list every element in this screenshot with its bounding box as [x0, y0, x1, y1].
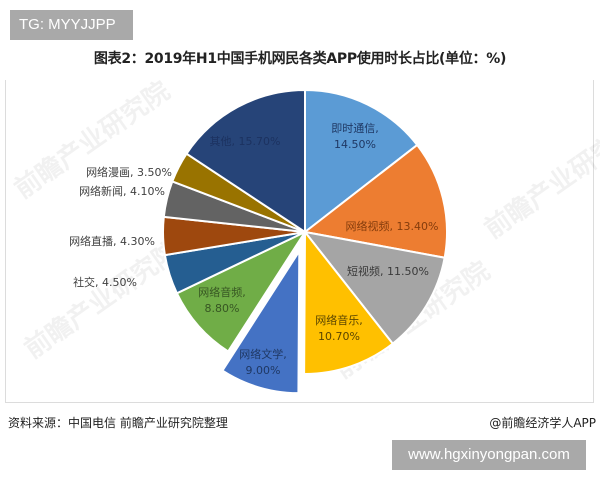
slice-label: 网络新闻, 4.10%	[79, 184, 165, 198]
slice-label: 网络音乐, 10.70%	[315, 313, 363, 343]
pie-slice	[221, 247, 301, 395]
slice-label: 短视频, 11.50%	[347, 264, 429, 278]
tg-watermark-badge: TG: MYYJJPP	[10, 10, 133, 40]
slice-label: 网络文学, 9.00%	[239, 347, 287, 377]
slice-label: 网络直播, 4.30%	[69, 234, 155, 248]
chart-frame	[5, 80, 594, 403]
slice-label: 其他, 15.70%	[210, 135, 281, 148]
credit-note: @前瞻经济学人APP	[489, 416, 596, 430]
slice-label: 网络视频, 13.40%	[346, 219, 439, 233]
slice-label: 网络音频, 8.80%	[198, 285, 246, 315]
slice-label: 即时通信, 14.50%	[331, 122, 379, 151]
url-watermark-badge: www.hgxinyongpan.com	[392, 440, 586, 470]
pie-slice	[304, 88, 419, 235]
slice-label: 社交, 4.50%	[73, 275, 137, 289]
pie-slice	[302, 230, 446, 346]
slice-label: 网络漫画, 3.50%	[86, 165, 172, 179]
source-note: 资料来源：中国电信 前瞻产业研究院整理	[8, 416, 228, 430]
pie-slice	[302, 143, 448, 259]
pie-slice	[185, 88, 306, 234]
pie-slice	[303, 229, 395, 375]
chart-title: 图表2：2019年H1中国手机网民各类APP使用时长占比(单位：%)	[93, 51, 507, 67]
